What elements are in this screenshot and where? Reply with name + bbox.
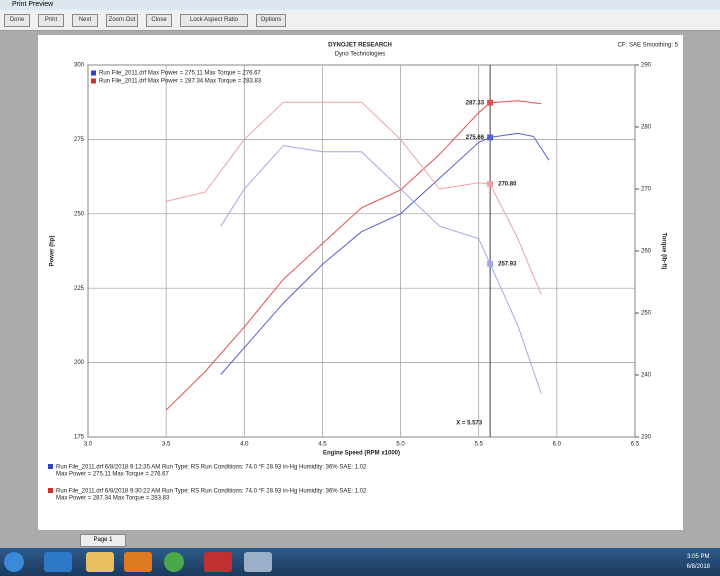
y2-axis-label: Torque (lb-ft) xyxy=(660,233,666,270)
cursor-marker xyxy=(487,134,494,141)
series-line xyxy=(165,101,542,295)
plot-area xyxy=(87,64,636,438)
clock: 3:05 PM 6/8/2018 xyxy=(687,552,710,572)
run-note: Run File_2011.drf 6/8/2018 9:30:22 AM Ru… xyxy=(56,489,367,495)
toolbar-button[interactable]: Lock Aspect Ratio xyxy=(180,14,248,27)
legend-entry: Run File_2011.drf Max Power = 287.34 Max… xyxy=(99,79,262,85)
x-tick-label: 3.0 xyxy=(84,442,93,448)
y-axis-label: Power (hp) xyxy=(50,235,56,266)
app-icon[interactable] xyxy=(244,552,272,572)
toolbar-button[interactable]: Done xyxy=(4,14,30,27)
y2-tick-label: 260 xyxy=(641,249,652,255)
ie-icon[interactable] xyxy=(44,552,72,572)
y-tick-label: 225 xyxy=(74,286,85,292)
dyno-icon[interactable] xyxy=(204,552,232,572)
y-tick-label: 200 xyxy=(74,360,85,366)
cursor-label: X = 5.573 xyxy=(456,421,483,427)
taskbar: 3:05 PM 6/8/2018 xyxy=(0,548,720,576)
start-button[interactable] xyxy=(4,552,24,572)
x-tick-label: 6.0 xyxy=(553,442,562,448)
value-label: 287.33 xyxy=(466,100,485,106)
y-tick-label: 275 xyxy=(74,137,85,143)
chart: DYNOJET RESEARCH Dyno Technologies CF: SAE… xyxy=(48,43,679,502)
window-title: Print Preview xyxy=(0,0,720,10)
print-page: DYNOJET RESEARCH Dyno Technologies CF: SAE… xyxy=(38,35,683,530)
run-note: Run File_2011.drf 6/8/2018 9:12:35 AM Ru… xyxy=(56,465,367,471)
series-line xyxy=(220,145,542,394)
chart-title: DYNOJET RESEARCH xyxy=(328,43,392,49)
chart-subtitle: Dyno Technologies xyxy=(335,52,386,58)
header-right: CF: SAE Smoothing: 5 xyxy=(618,43,679,49)
note-swatch xyxy=(48,464,53,469)
x-tick-label: 6.5 xyxy=(631,442,640,448)
cursor-marker xyxy=(487,181,494,188)
x-tick-label: 4.0 xyxy=(240,442,249,448)
y-tick-label: 250 xyxy=(74,211,85,217)
x-tick-label: 4.5 xyxy=(318,442,327,448)
y2-tick-label: 270 xyxy=(641,187,652,193)
media-icon[interactable] xyxy=(124,552,152,572)
y2-tick-label: 250 xyxy=(641,311,652,317)
chrome-icon[interactable] xyxy=(164,552,184,572)
y2-tick-label: 280 xyxy=(641,125,652,131)
page-tab[interactable]: Page 1 xyxy=(80,534,126,547)
y2-tick-label: 290 xyxy=(641,63,652,69)
legend-swatch xyxy=(91,78,96,84)
x-axis-label: Engine Speed (RPM x1000) xyxy=(323,451,400,457)
toolbar-button[interactable]: Zoom Out xyxy=(106,14,138,27)
toolbar: Done Print Next Zoom Out Close Lock Aspect Ra… xyxy=(0,10,720,31)
toolbar-button[interactable]: Close xyxy=(146,14,172,27)
cursor-marker xyxy=(487,99,494,106)
y-tick-label: 300 xyxy=(74,63,85,69)
value-label: 275.66 xyxy=(466,135,485,141)
toolbar-button[interactable]: Next xyxy=(72,14,98,27)
x-tick-label: 5.0 xyxy=(396,442,405,448)
y2-tick-label: 230 xyxy=(641,435,652,441)
date: 6/8/2018 xyxy=(686,564,710,570)
x-tick-label: 5.5 xyxy=(475,442,484,448)
series-line xyxy=(220,132,550,375)
series-line xyxy=(165,100,542,411)
cursor-marker xyxy=(487,260,494,267)
run-note: Max Power = 287.34 Max Torque = 283.83 xyxy=(56,496,170,502)
toolbar-button[interactable]: Print xyxy=(38,14,64,27)
time: 3:05 PM xyxy=(687,554,710,560)
note-swatch xyxy=(48,488,53,493)
legend-swatch xyxy=(91,70,96,76)
x-tick-label: 3.5 xyxy=(162,442,171,448)
toolbar-button[interactable]: Options xyxy=(256,14,286,27)
legend-entry: Run File_2011.drf Max Power = 275.11 Max… xyxy=(99,71,261,77)
value-label: 270.80 xyxy=(498,182,517,188)
y2-tick-label: 240 xyxy=(641,373,652,379)
explorer-icon[interactable] xyxy=(86,552,114,572)
y-tick-label: 175 xyxy=(74,435,85,441)
value-label: 257.93 xyxy=(498,261,517,267)
run-note: Max Power = 275.11 Max Torque = 276.67 xyxy=(56,472,170,478)
